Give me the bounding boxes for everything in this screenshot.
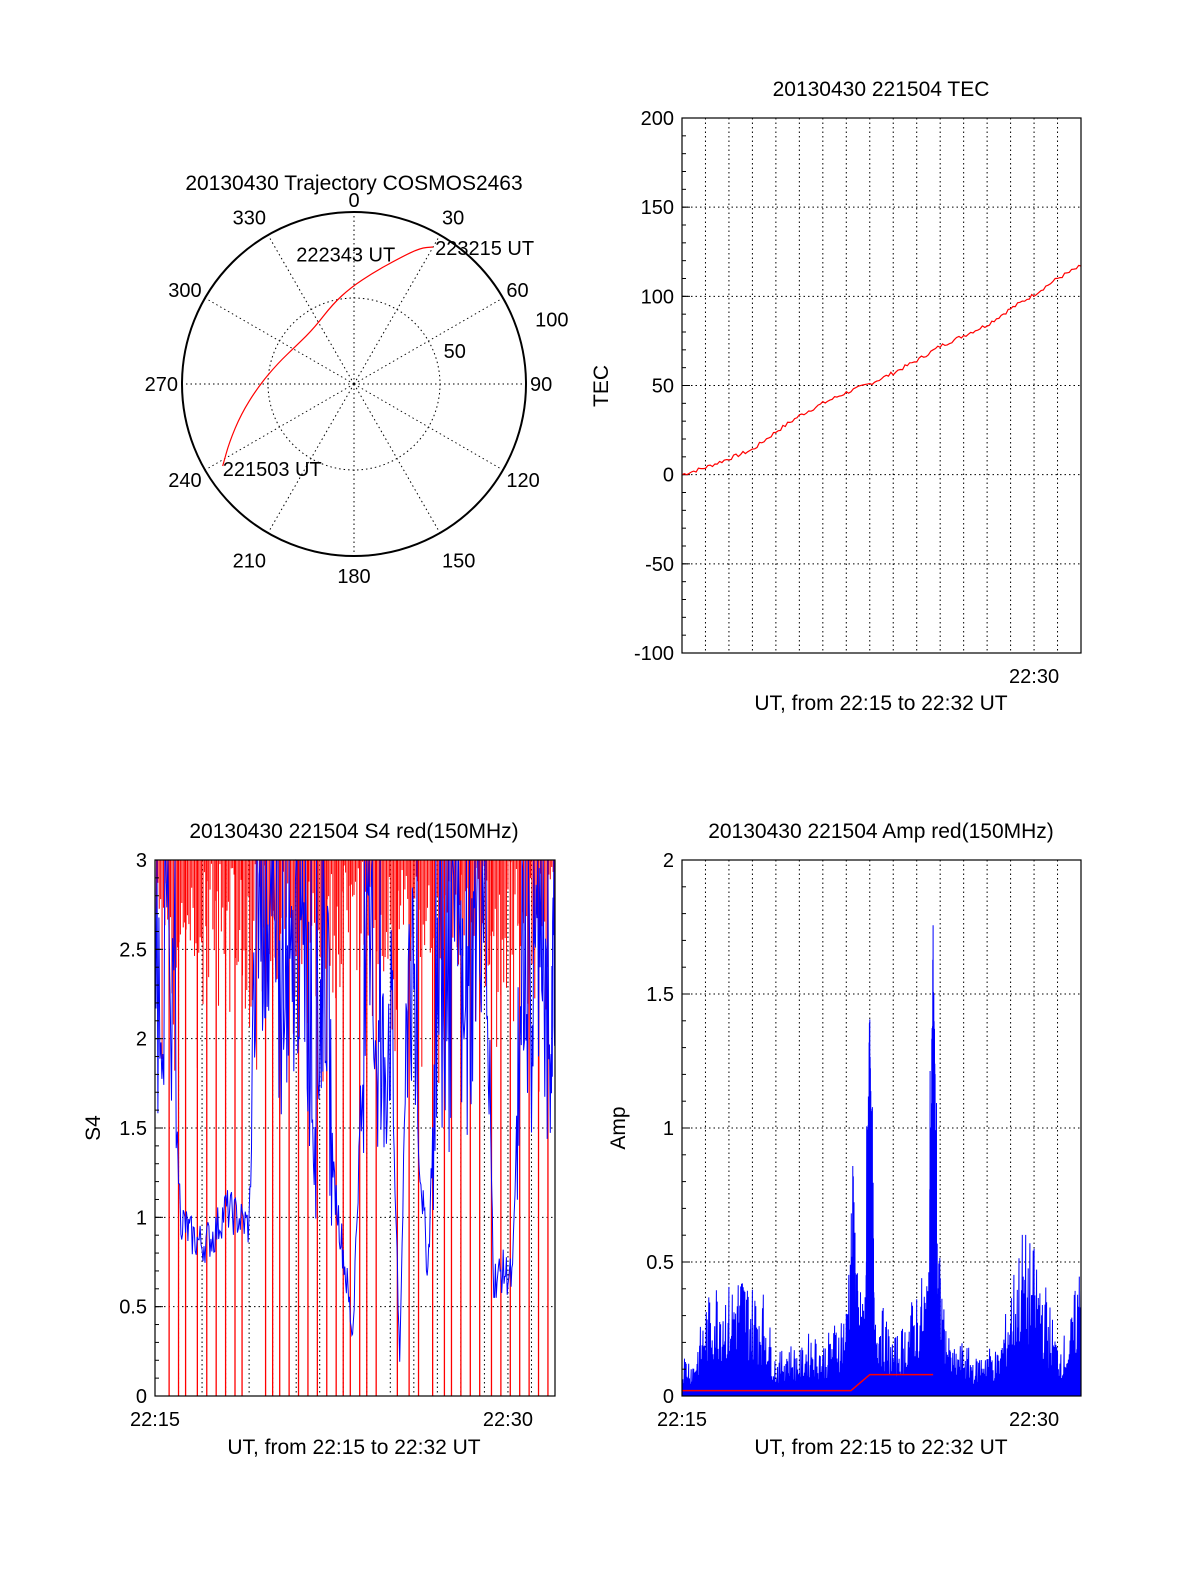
- y-tick-label: 150: [641, 197, 674, 219]
- polar-azimuth-label: 210: [233, 550, 266, 572]
- tec-title: 20130430 221504 TEC: [773, 78, 990, 101]
- y-tick-label: 1.5: [119, 1118, 147, 1140]
- polar-spoke: [353, 234, 441, 385]
- amp-title: 20130430 221504 Amp red(150MHz): [708, 820, 1054, 843]
- amp-x-ticks: 22:15 22:30: [657, 1409, 1059, 1431]
- y-tick-label: 1: [136, 1207, 147, 1229]
- tec-y-label: TEC: [590, 365, 613, 407]
- polar-ring: [267, 297, 441, 471]
- polar-spoke: [353, 297, 504, 385]
- amp-panel: 20130430 221504 Amp red(150MHz) 0 0.5 1 1.5…: [607, 820, 1082, 1459]
- x-tick-label: 22:15: [130, 1409, 180, 1431]
- y-tick-label: 1: [663, 1118, 674, 1140]
- tec-y-ticks: -100 -50 0 50 100 150 200: [634, 108, 690, 665]
- x-tick-label: 22:15: [657, 1409, 707, 1431]
- y-tick-label: 50: [652, 376, 674, 398]
- s4-grid: [155, 860, 555, 1396]
- s4-panel: 20130430 221504 S4 red(150MHz) 0 0.5 1 1.5 2…: [82, 820, 556, 1459]
- y-tick-label: 2: [663, 850, 674, 872]
- trajectory-polar-plot: 20130430 Trajectory COSMOS2463 0 30 60 90 12…: [145, 172, 569, 588]
- s4-blue-series-line: [154, 859, 556, 1362]
- trajectory-annotation: 221503 UT: [223, 459, 322, 481]
- y-tick-label: 2.5: [119, 939, 147, 961]
- y-tick-label: 3: [136, 850, 147, 872]
- x-tick-label: 22:30: [1009, 1409, 1059, 1431]
- polar-azimuth-label: 180: [337, 566, 370, 588]
- tec-frame: [681, 117, 1082, 654]
- polar-spoke: [204, 297, 355, 385]
- polar-azimuth-label: 60: [506, 280, 528, 302]
- amp-blue-series-area: [681, 925, 1082, 1397]
- polar-spoke: [353, 383, 441, 534]
- amp-red-series-line: [682, 1373, 934, 1392]
- amp-y-label: Amp: [607, 1106, 630, 1149]
- y-tick-label: 1.5: [646, 984, 674, 1006]
- s4-red-series: [154, 860, 556, 1396]
- s4-title: 20130430 221504 S4 red(150MHz): [189, 820, 518, 843]
- polar-azimuth-label: 90: [530, 374, 552, 396]
- y-tick-label: 0: [663, 1386, 674, 1408]
- polar-radial-labels: 50 100: [444, 310, 569, 364]
- polar-azimuth-label: 300: [168, 280, 201, 302]
- trajectory-annotations: 223215 UT 222343 UT 221503 UT: [223, 238, 534, 481]
- x-tick-label: 22:30: [483, 1409, 533, 1431]
- polar-radial-label: 50: [444, 341, 466, 363]
- polar-spoke: [267, 234, 355, 385]
- tec-grid: [682, 118, 1081, 653]
- polar-azimuth-label: 120: [506, 470, 539, 492]
- tec-panel: 20130430 221504 TEC -100-50050100150200 …: [590, 78, 1082, 715]
- amp-y-ticks: 0 0.5 1 1.5 2: [646, 850, 690, 1408]
- polar-azimuth-label: 0: [348, 190, 359, 212]
- polar-radial-label: 100: [535, 310, 568, 332]
- s4-y-ticks: 0 0.5 1 1.5 2 2.5 3: [119, 850, 163, 1408]
- polar-spoke: [204, 383, 355, 471]
- polar-outer-circle: [181, 211, 527, 557]
- trajectory-annotation: 222343 UT: [296, 245, 395, 267]
- y-tick-label: 0.5: [646, 1252, 674, 1274]
- polar-azimuth-label: 30: [442, 208, 464, 230]
- y-tick-label: -100: [634, 643, 674, 665]
- trajectory-annotation: 223215 UT: [435, 238, 534, 260]
- y-tick-label: 0: [663, 465, 674, 487]
- trajectory-line: [222, 246, 434, 467]
- x-tick-label: 22:30: [1009, 666, 1059, 688]
- polar-azimuth-label: 240: [168, 470, 201, 492]
- s4-x-ticks: 22:15 22:30: [130, 1409, 533, 1431]
- s4-x-label: UT, from 22:15 to 22:32 UT: [227, 1436, 480, 1459]
- polar-spoke: [267, 383, 355, 534]
- y-tick-label: 100: [641, 286, 674, 308]
- y-tick-label: -50: [645, 554, 674, 576]
- amp-x-label: UT, from 22:15 to 22:32 UT: [754, 1436, 1007, 1459]
- tec-x-ticks: 22:30: [1009, 666, 1059, 688]
- y-tick-label: 0: [136, 1386, 147, 1408]
- polar-azimuth-labels: 0 30 60 90 120 150 180 210 240 270 300 330: [145, 190, 553, 588]
- polar-grid: [181, 211, 527, 557]
- polar-azimuth-label: 330: [233, 208, 266, 230]
- tec-series-line: [681, 264, 1082, 476]
- tec-x-label: UT, from 22:15 to 22:32 UT: [754, 692, 1007, 715]
- polar-title: 20130430 Trajectory COSMOS2463: [185, 172, 522, 195]
- y-tick-label: 200: [641, 108, 674, 130]
- s4-frame: [154, 859, 556, 1397]
- y-tick-label: 2: [136, 1029, 147, 1051]
- amp-frame: [681, 859, 1082, 1397]
- polar-azimuth-label: 270: [145, 374, 178, 396]
- s4-y-label: S4: [82, 1115, 105, 1141]
- polar-azimuth-label: 150: [442, 550, 475, 572]
- y-tick-label: 0.5: [119, 1297, 147, 1319]
